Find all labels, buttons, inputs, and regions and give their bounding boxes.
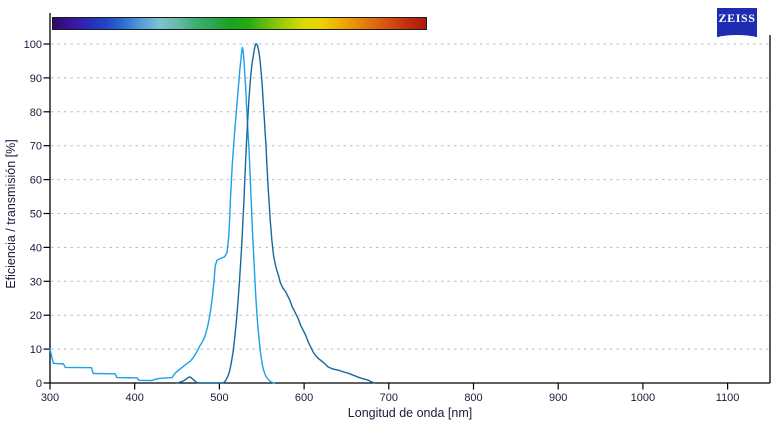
excitation-spectrum-curve [49, 46, 276, 384]
x-tick-label: 600 [295, 392, 313, 404]
x-tick-label: 1100 [716, 392, 740, 404]
y-tick-label: 40 [30, 242, 42, 254]
y-tick-label: 80 [30, 107, 42, 119]
y-tick-label: 90 [30, 73, 42, 85]
x-tick-label: 400 [126, 392, 144, 404]
y-tick-label: 30 [30, 276, 42, 288]
x-tick-label: 800 [464, 392, 482, 404]
y-tick-label: 10 [30, 344, 42, 356]
x-tick-label: 900 [549, 392, 567, 404]
zeiss-logo-text: ZEISS [718, 11, 756, 25]
y-tick-label: 50 [30, 209, 42, 221]
y-tick-label: 60 [30, 175, 42, 187]
y-tick-label: 100 [24, 39, 42, 51]
x-tick-label: 1000 [631, 392, 655, 404]
x-tick-label: 300 [41, 392, 59, 404]
y-tick-label: 20 [30, 310, 42, 322]
x-tick-label: 700 [380, 392, 398, 404]
x-tick-label: 500 [210, 392, 228, 404]
wavelength-spectrum-bar [52, 17, 427, 30]
y-tick-label: 70 [30, 141, 42, 153]
y-axis-label: Eficiencia / transmisión [%] [4, 139, 18, 289]
emission-spectrum-curve [176, 43, 376, 384]
zeiss-logo: ZEISS [717, 8, 757, 40]
x-axis-label: Longitud de onda [nm] [347, 406, 473, 420]
y-tick-label: 0 [36, 378, 42, 390]
